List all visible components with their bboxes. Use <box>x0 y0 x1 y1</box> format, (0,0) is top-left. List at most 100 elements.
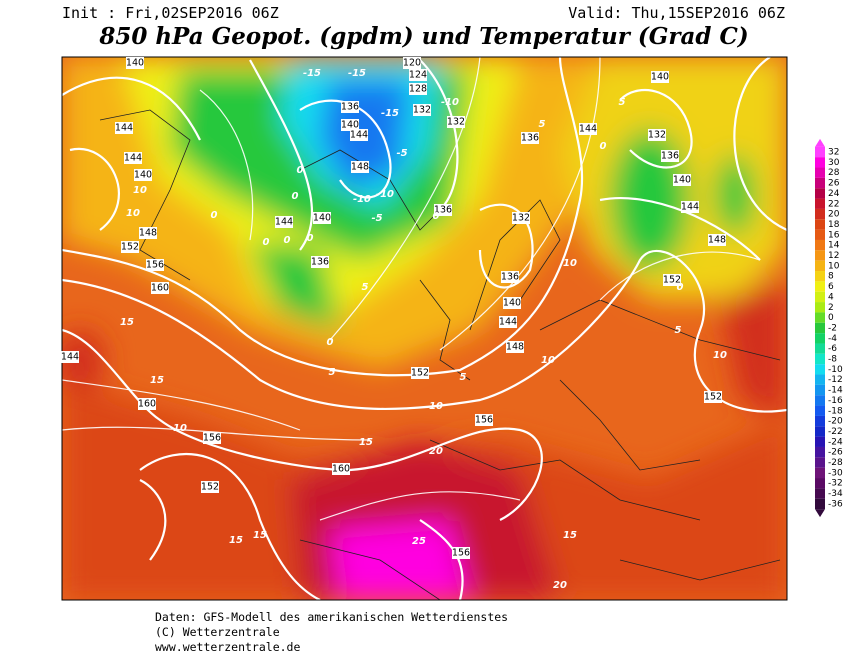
colorbar-swatch <box>815 478 825 489</box>
geopotential-label: 140 <box>134 170 152 181</box>
colorbar-label: 4 <box>828 292 834 302</box>
temperature-label: 10 <box>126 208 140 219</box>
geopotential-label: 152 <box>663 275 681 286</box>
colorbar-label: -32 <box>828 479 843 489</box>
geopotential-label: 144 <box>115 123 133 134</box>
geopotential-label: 136 <box>434 205 452 216</box>
colorbar-label: 2 <box>828 303 834 313</box>
geopotential-label: 156 <box>146 260 164 271</box>
geopotential-label-box <box>661 150 679 162</box>
colorbar-swatch <box>815 364 825 375</box>
colorbar-swatch <box>815 239 825 251</box>
temperature-label: -5 <box>371 213 382 224</box>
temperature-label: -10 <box>353 194 371 205</box>
temperature-label: 5 <box>460 372 467 383</box>
colorbar-swatch <box>815 405 825 416</box>
geopotential-label-box <box>351 161 369 173</box>
colorbar-label: -10 <box>828 365 843 375</box>
colorbar-swatch <box>815 281 825 292</box>
geopotential-label: 136 <box>341 102 359 113</box>
colorbar-label: 26 <box>828 179 840 189</box>
colorbar-label: -34 <box>828 489 843 499</box>
init-time: Init : Fri,02SEP2016 06Z <box>62 4 279 22</box>
geopotential-label: 120 <box>403 58 421 69</box>
geopotential-label: 152 <box>201 482 219 493</box>
geopotential-label: 160 <box>332 464 350 475</box>
geopotential-label-box <box>313 212 331 224</box>
colorbar-label: 32 <box>828 148 839 158</box>
geopotential-label: 128 <box>409 84 427 95</box>
temperature-label: 15 <box>359 437 373 448</box>
colorbar-label: -30 <box>828 468 843 478</box>
colorbar-swatch <box>815 219 825 230</box>
colorbar-swatch <box>815 488 825 499</box>
footer-line: Daten: GFS-Modell des amerikanischen Wet… <box>155 610 508 624</box>
temperature-label: 10 <box>713 350 727 361</box>
footer-line: (C) Wetterzentrale <box>155 625 280 639</box>
colorbar-swatch <box>815 384 825 396</box>
geopotential-label-box <box>648 129 666 141</box>
colorbar-swatch <box>815 446 825 458</box>
geopotential-label-box <box>403 57 421 69</box>
geopotential-label-box <box>475 414 493 426</box>
colorbar-swatch <box>815 229 825 240</box>
colorbar-label: -8 <box>828 355 837 365</box>
geopotential-label: 160 <box>138 399 156 410</box>
geopotential-label-box <box>501 271 519 283</box>
geopotential-label: 148 <box>351 162 369 173</box>
colorbar-label: 6 <box>828 282 834 292</box>
geopotential-label: 132 <box>413 105 431 116</box>
geopotential-label-box <box>126 57 144 69</box>
colorbar-swatch <box>815 374 825 385</box>
geopotential-label-box <box>413 104 431 116</box>
geopotential-label-box <box>506 341 524 353</box>
valid-time: Valid: Thu,15SEP2016 06Z <box>568 4 785 22</box>
colorbar-arrow <box>815 138 825 147</box>
geopotential-label: 156 <box>475 415 493 426</box>
colorbar-label: -12 <box>828 375 843 385</box>
colorbar-label: -14 <box>828 386 843 396</box>
colorbar-label: -16 <box>828 396 843 406</box>
colorbar-label: 16 <box>828 230 840 240</box>
geopotential-label: 140 <box>313 213 331 224</box>
colorbar-swatch <box>815 208 825 220</box>
temperature-label: 15 <box>229 535 243 546</box>
temperature-label: 10 <box>173 423 187 434</box>
temperature-label: 0 <box>327 337 334 348</box>
colorbar-swatch <box>815 467 825 479</box>
colorbar-label: -22 <box>828 427 843 437</box>
colorbar-swatch <box>815 436 825 447</box>
geopotential-label: 140 <box>673 175 691 186</box>
geopotential-label-box <box>708 234 726 246</box>
temperature-label: -15 <box>348 68 366 79</box>
temperature-label: -10 <box>441 97 459 108</box>
colorbar-label: 22 <box>828 199 839 209</box>
temperature-label: 20 <box>429 446 443 457</box>
temperature-label: 15 <box>253 530 267 541</box>
geopotential-label-box <box>203 432 221 444</box>
temperature-label: 15 <box>120 317 134 328</box>
geopotential-label: 152 <box>121 242 139 253</box>
geopotential-label-box <box>409 83 427 95</box>
geopotential-label-box <box>499 316 517 328</box>
geopotential-label: 144 <box>124 153 142 164</box>
geopotential-label-box <box>411 367 429 379</box>
geopotential-label-box <box>521 132 539 144</box>
temperature-label: 10 <box>133 185 147 196</box>
colorbar-label: -2 <box>828 323 837 333</box>
geopotential-label: 140 <box>126 58 144 69</box>
geopotential-label-box <box>311 256 329 268</box>
geopotential-label: 160 <box>151 283 169 294</box>
geopotential-label: 132 <box>447 117 465 128</box>
temperature-label: 0 <box>433 211 440 222</box>
colorbar-swatch <box>815 457 825 468</box>
geopotential-label-box <box>651 71 669 83</box>
geopotential-label-box <box>512 212 530 224</box>
colorbar-swatch <box>815 157 825 168</box>
geopotential-label: 144 <box>681 202 699 213</box>
colorbar-swatch <box>815 426 825 437</box>
colorbar-label: -36 <box>828 499 843 509</box>
temperature-label: 5 <box>619 97 626 108</box>
geopotential-label: 148 <box>139 228 157 239</box>
temperature-label: 5 <box>329 367 336 378</box>
